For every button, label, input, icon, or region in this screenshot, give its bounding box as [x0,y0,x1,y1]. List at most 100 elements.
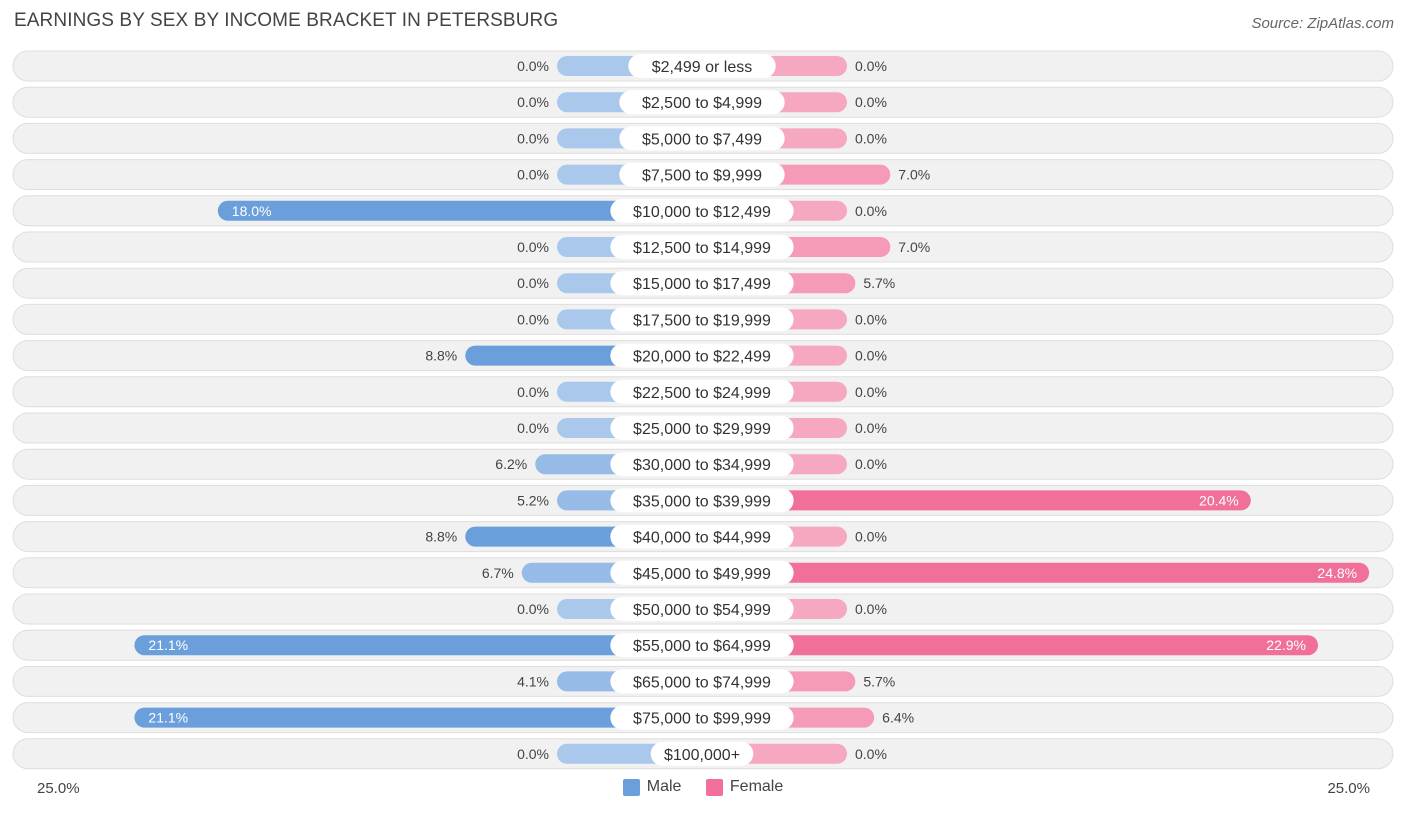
male-value-label: 8.8% [425,529,457,545]
row-15[interactable]: $50,000 to $54,999 0.0% 0.0% [12,593,1394,625]
female-value-label: 0.0% [855,203,887,219]
legend-item-male[interactable]: Male [622,778,682,796]
category-label: $12,500 to $14,999 [633,240,771,257]
female-value-label: 0.0% [855,384,887,400]
male-bar [134,635,702,656]
male-value-label: 21.1% [148,637,188,653]
row-16[interactable]: $55,000 to $64,999 21.1% 22.9% [12,629,1394,661]
category-label: $40,000 to $44,999 [633,530,771,547]
category-label: $75,000 to $99,999 [633,711,771,728]
female-value-label: 0.0% [855,420,887,436]
row-2[interactable]: $5,000 to $7,499 0.0% 0.0% [12,122,1394,154]
male-bar [134,707,702,728]
row-17[interactable]: $65,000 to $74,999 4.1% 5.7% [12,665,1394,697]
row-11[interactable]: $30,000 to $34,999 6.2% 0.0% [12,448,1394,480]
category-label: $45,000 to $49,999 [633,566,771,583]
male-value-label: 0.0% [517,94,549,110]
row-1[interactable]: $2,500 to $4,999 0.0% 0.0% [12,86,1394,118]
male-value-label: 0.0% [517,239,549,255]
legend-swatch-male [622,778,640,796]
row-13[interactable]: $40,000 to $44,999 8.8% 0.0% [12,521,1394,553]
male-value-label: 4.1% [517,673,549,689]
category-label: $7,500 to $9,999 [642,168,762,185]
legend-label-female: Female [729,778,784,795]
axis-left-label: 25.0% [37,780,80,797]
category-pill [610,343,794,368]
female-value-label: 0.0% [855,58,887,74]
category-pill [610,198,794,223]
male-value-label: 0.0% [517,384,549,400]
male-bar [217,200,703,221]
row-9[interactable]: $22,500 to $24,999 0.0% 0.0% [12,376,1394,408]
category-pill [610,452,794,477]
category-pill [610,307,794,332]
male-value-label: 0.0% [517,167,549,183]
female-bar [702,562,1370,583]
row-6[interactable]: $15,000 to $17,499 0.0% 5.7% [12,267,1394,299]
row-5[interactable]: $12,500 to $14,999 0.0% 7.0% [12,231,1394,263]
category-pill [619,90,785,115]
male-value-label: 0.0% [517,311,549,327]
legend-label-male: Male [646,778,682,795]
chart-title: EARNINGS BY SEX BY INCOME BRACKET IN PET… [14,10,559,31]
female-value-label: 5.7% [863,673,895,689]
category-pill [610,235,794,259]
row-0[interactable]: $2,499 or less 0.0% 0.0% [12,50,1394,82]
row-12[interactable]: $35,000 to $39,999 5.2% 20.4% [12,484,1394,516]
category-pill [619,126,785,151]
category-label: $22,500 to $24,999 [633,385,771,402]
category-label: $2,499 or less [652,59,753,76]
category-pill [610,379,794,404]
category-pill [610,633,794,658]
category-label: $100,000+ [664,747,740,764]
female-value-label: 5.7% [863,275,895,291]
male-value-label: 6.2% [495,456,527,472]
female-bar [702,635,1319,656]
male-value-label: 18.0% [232,203,272,219]
male-value-label: 0.0% [517,275,549,291]
male-value-label: 21.1% [148,710,188,726]
female-value-label: 0.0% [855,94,887,110]
row-8[interactable]: $20,000 to $22,499 8.8% 0.0% [12,340,1394,372]
female-value-label: 6.4% [882,710,914,726]
category-label: $20,000 to $22,499 [633,349,771,366]
source-note: Source: ZipAtlas.com [1251,15,1394,32]
row-3[interactable]: $7,500 to $9,999 0.0% 7.0% [12,159,1394,191]
category-label: $15,000 to $17,499 [633,276,771,293]
axis-right-label: 25.0% [1327,780,1370,797]
legend-swatch-female [705,778,723,796]
category-pill [610,597,794,621]
category-pill [628,54,776,78]
row-7[interactable]: $17,500 to $19,999 0.0% 0.0% [12,303,1394,335]
row-14[interactable]: $45,000 to $49,999 6.7% 24.8% [12,557,1394,589]
row-10[interactable]: $25,000 to $29,999 0.0% 0.0% [12,412,1394,444]
female-value-label: 0.0% [855,348,887,364]
category-label: $5,000 to $7,499 [642,131,762,148]
category-label: $2,500 to $4,999 [642,95,762,112]
legend: Male Female [0,778,1406,801]
category-label: $10,000 to $12,499 [633,204,771,221]
category-pill [610,271,794,296]
category-pill [610,488,794,513]
category-label: $65,000 to $74,999 [633,674,771,691]
row-4[interactable]: $10,000 to $12,499 18.0% 0.0% [12,195,1394,227]
male-value-label: 6.7% [482,565,514,581]
female-bar [702,490,1251,511]
female-value-label: 0.0% [855,746,887,762]
category-label: $55,000 to $64,999 [633,638,771,655]
male-value-label: 0.0% [517,420,549,436]
category-pill [610,669,794,694]
category-label: $30,000 to $34,999 [633,457,771,474]
male-value-label: 0.0% [517,601,549,617]
row-18[interactable]: $75,000 to $99,999 21.1% 6.4% [12,702,1394,734]
male-value-label: 0.0% [517,58,549,74]
female-value-label: 20.4% [1199,492,1239,508]
legend-item-female[interactable]: Female [705,778,784,796]
female-value-label: 22.9% [1266,637,1306,653]
category-pill [619,162,785,187]
male-value-label: 8.8% [425,348,457,364]
category-label: $35,000 to $39,999 [633,493,771,510]
row-19[interactable]: $100,000+ 0.0% 0.0% [12,738,1394,770]
male-value-label: 5.2% [517,492,549,508]
